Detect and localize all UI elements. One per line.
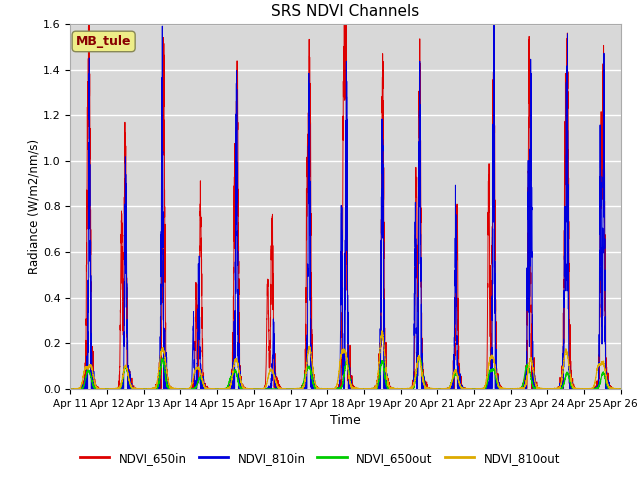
NDVI_650out [615,386,623,392]
NDVI_810in [617,386,625,392]
NDVI_650in [617,386,625,392]
X-axis label: Time: Time [330,414,361,427]
NDVI_650out [617,386,625,392]
NDVI_810out [184,386,192,392]
NDVI_810in [184,386,192,392]
Line: NDVI_810in: NDVI_810in [70,24,621,389]
Line: NDVI_650in: NDVI_650in [70,12,621,389]
NDVI_810in [490,21,498,27]
NDVI_650in [85,10,93,15]
NDVI_650out [500,386,508,392]
NDVI_650out [422,385,429,391]
NDVI_810out [422,384,429,390]
NDVI_810in [615,386,623,392]
NDVI_810out [617,386,625,392]
NDVI_810out [179,386,186,392]
Text: MB_tule: MB_tule [76,35,131,48]
NDVI_810in [500,386,508,392]
Legend: NDVI_650in, NDVI_810in, NDVI_650out, NDVI_810out: NDVI_650in, NDVI_810in, NDVI_650out, NDV… [75,447,565,469]
NDVI_650out [179,386,186,392]
NDVI_650out [184,386,192,392]
NDVI_810in [179,386,186,392]
NDVI_650in [184,386,192,392]
NDVI_650out [67,386,74,392]
NDVI_810in [67,386,74,392]
Line: NDVI_810out: NDVI_810out [70,331,621,389]
Title: SRS NDVI Channels: SRS NDVI Channels [271,4,420,19]
NDVI_650out [273,386,280,392]
NDVI_810out [378,328,386,334]
NDVI_810out [273,381,280,386]
NDVI_650in [615,386,623,392]
NDVI_810in [422,386,429,392]
NDVI_650in [67,386,74,392]
NDVI_650in [422,386,429,392]
NDVI_650in [273,386,280,392]
NDVI_810out [500,386,508,392]
NDVI_810in [273,385,280,391]
NDVI_810out [67,386,74,392]
NDVI_650in [179,386,186,392]
NDVI_650in [500,386,508,392]
NDVI_650out [415,354,423,360]
Line: NDVI_650out: NDVI_650out [70,357,621,389]
NDVI_810out [615,386,623,392]
Y-axis label: Radiance (W/m2/nm/s): Radiance (W/m2/nm/s) [27,139,40,274]
